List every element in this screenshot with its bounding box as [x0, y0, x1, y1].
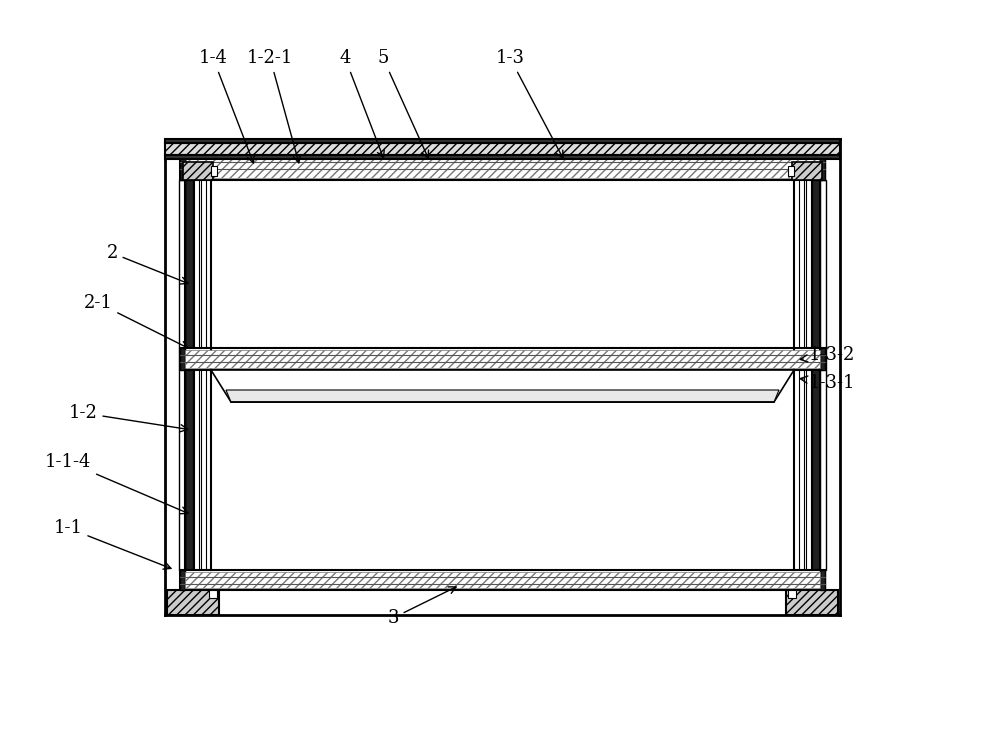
Bar — [167, 590, 219, 615]
Bar — [180, 155, 825, 180]
Bar — [165, 155, 840, 159]
Bar — [183, 162, 213, 180]
Text: 1-2-1: 1-2-1 — [247, 49, 300, 163]
Bar — [820, 348, 825, 370]
Bar — [186, 157, 819, 178]
Bar — [185, 180, 193, 570]
Bar — [819, 155, 825, 180]
Bar — [179, 180, 185, 570]
Bar — [194, 180, 199, 570]
Text: 2: 2 — [106, 244, 188, 284]
Polygon shape — [211, 370, 794, 402]
Bar — [165, 139, 840, 143]
Text: 1-1-4: 1-1-4 — [45, 453, 188, 514]
Text: 3: 3 — [387, 587, 456, 627]
Polygon shape — [226, 390, 779, 402]
Text: 1-2: 1-2 — [69, 404, 188, 432]
Text: 5: 5 — [377, 49, 429, 158]
Bar — [165, 143, 840, 155]
Bar — [180, 348, 185, 370]
Bar — [180, 348, 825, 370]
Bar — [180, 155, 186, 180]
Text: 1-3: 1-3 — [496, 49, 563, 158]
Bar — [786, 590, 838, 615]
Bar — [180, 570, 825, 590]
Bar — [180, 570, 185, 590]
Bar — [788, 166, 794, 176]
Bar — [799, 180, 804, 570]
Text: 1-3-1: 1-3-1 — [800, 374, 855, 392]
Text: 1-1: 1-1 — [54, 519, 171, 569]
Bar — [820, 180, 826, 570]
Text: 2-1: 2-1 — [84, 294, 188, 348]
Bar — [201, 180, 206, 570]
Bar — [812, 180, 820, 570]
Bar — [820, 570, 825, 590]
Bar — [185, 572, 820, 588]
Text: 4: 4 — [339, 49, 384, 158]
Bar — [185, 350, 820, 368]
Bar — [211, 166, 217, 176]
Text: 1-3-2: 1-3-2 — [800, 346, 855, 364]
Bar — [792, 162, 822, 180]
Bar — [209, 590, 217, 598]
Bar — [806, 180, 811, 570]
Bar — [788, 590, 796, 598]
Text: 1-4: 1-4 — [199, 49, 254, 163]
